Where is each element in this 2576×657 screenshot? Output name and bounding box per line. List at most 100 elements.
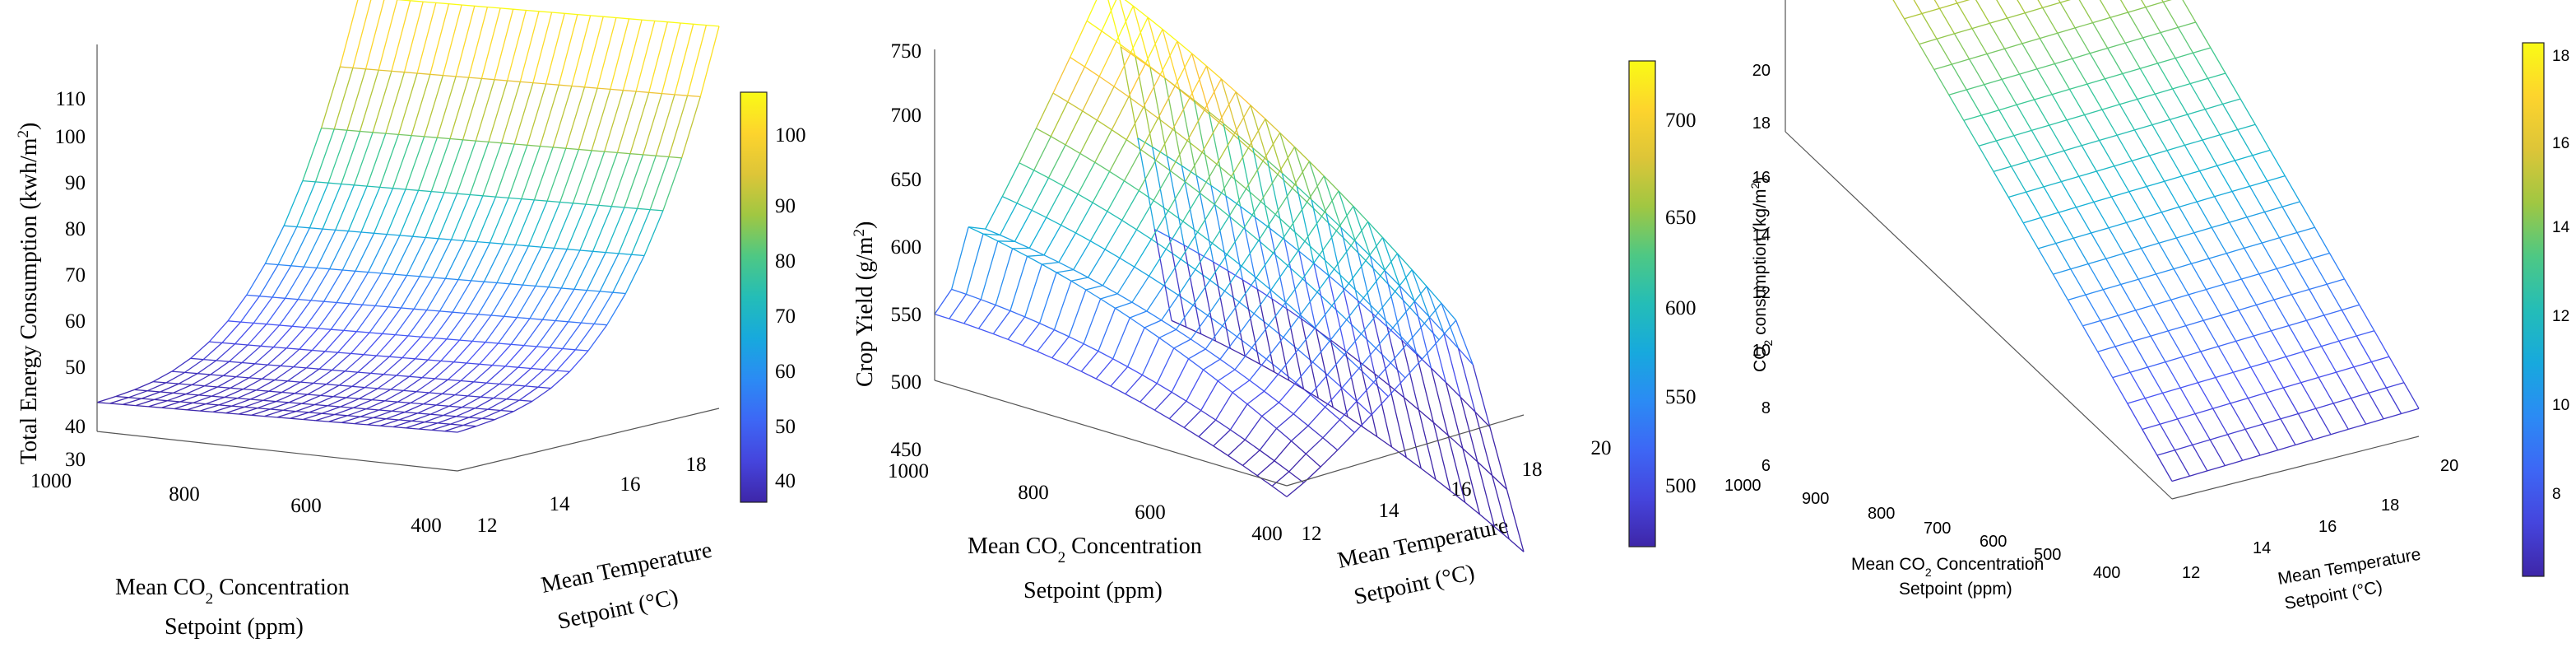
surface-mesh-segment bbox=[335, 229, 349, 232]
surface-mesh-segment bbox=[2314, 226, 2331, 254]
surface-mesh-segment bbox=[2011, 161, 2030, 167]
surface-mesh-segment bbox=[1320, 190, 1339, 217]
surface-mesh-segment bbox=[1126, 107, 1144, 141]
surface-mesh-segment bbox=[394, 308, 415, 335]
surface-mesh-segment bbox=[2207, 464, 2226, 472]
surface-mesh-segment bbox=[1374, 373, 1390, 386]
surface-mesh-segment bbox=[246, 263, 266, 296]
surface-mesh-segment bbox=[2313, 434, 2332, 440]
surface-mesh-segment bbox=[2093, 202, 2110, 229]
surface-mesh-segment bbox=[225, 412, 239, 415]
surface-mesh-segment bbox=[329, 268, 343, 271]
surface-mesh-segment bbox=[629, 153, 643, 156]
surface-mesh-segment bbox=[2283, 382, 2301, 389]
surface-mesh-segment bbox=[567, 249, 580, 251]
surface-mesh-segment bbox=[1051, 336, 1070, 359]
surface-mesh-segment bbox=[1222, 325, 1237, 338]
surface-mesh-segment bbox=[2267, 180, 2283, 207]
surface-mesh-segment bbox=[345, 370, 358, 373]
surface-mesh-segment bbox=[424, 414, 444, 423]
surface-mesh-segment bbox=[547, 200, 560, 203]
surface-mesh-segment bbox=[1036, 128, 1051, 137]
surface-mesh-segment bbox=[340, 398, 360, 408]
surface-mesh-segment bbox=[578, 87, 598, 150]
surface-mesh-segment bbox=[134, 381, 154, 390]
surface-mesh-segment bbox=[2166, 150, 2183, 177]
surface-mesh-segment bbox=[141, 391, 160, 399]
surface-mesh-segment bbox=[1472, 364, 1491, 427]
surface-mesh-segment bbox=[1031, 209, 1047, 218]
surface-mesh-segment bbox=[1399, 285, 1415, 302]
surface-mesh-segment bbox=[1189, 97, 1205, 111]
surface-mesh-segment bbox=[427, 338, 448, 361]
surface-mesh-segment bbox=[337, 331, 357, 353]
surface-mesh-segment bbox=[386, 189, 406, 235]
surface-mesh-segment bbox=[301, 394, 321, 404]
surface-mesh-segment bbox=[1346, 297, 1364, 320]
surface-mesh-segment bbox=[503, 243, 516, 246]
surface-mesh-segment bbox=[443, 414, 457, 417]
surface-mesh-segment bbox=[1401, 340, 1420, 411]
surface-mesh-segment bbox=[2160, 418, 2178, 425]
surface-mesh-segment bbox=[1426, 286, 1442, 304]
surface-mesh-segment bbox=[1192, 279, 1211, 306]
surface-mesh-segment bbox=[1346, 319, 1362, 334]
surface-mesh-segment bbox=[2175, 444, 2193, 451]
z-tick-label: 110 bbox=[55, 88, 86, 110]
surface-mesh-segment bbox=[680, 96, 701, 158]
surface-mesh-segment bbox=[2045, 156, 2062, 182]
surface-mesh-segment bbox=[1271, 471, 1290, 487]
surface-mesh-segment bbox=[2031, 130, 2047, 156]
surface-mesh-segment bbox=[2116, 134, 2133, 161]
surface-mesh-segment bbox=[1311, 340, 1330, 363]
surface-mesh-segment bbox=[293, 350, 313, 368]
surface-mesh-segment bbox=[2054, 63, 2071, 90]
colorbar-tick-label: 18 bbox=[2552, 48, 2569, 65]
surface-mesh-segment bbox=[643, 210, 664, 256]
surface-mesh-segment bbox=[1422, 339, 1440, 360]
surface-mesh-segment bbox=[1278, 382, 1297, 403]
surface-mesh-segment bbox=[423, 403, 437, 406]
surface-mesh-segment bbox=[600, 291, 613, 293]
surface-mesh-segment bbox=[192, 384, 205, 387]
surface-mesh-segment bbox=[248, 344, 261, 347]
surface-mesh-segment bbox=[1953, 33, 1970, 60]
surface-mesh-segment bbox=[350, 332, 370, 354]
surface-mesh-segment bbox=[2116, 129, 2135, 136]
surface-mesh-segment bbox=[2202, 319, 2219, 347]
surface-mesh-segment bbox=[2122, 68, 2141, 75]
surface-mesh-segment bbox=[1119, 257, 1135, 268]
surface-mesh-segment bbox=[454, 381, 475, 396]
surface-mesh-segment bbox=[1186, 369, 1204, 402]
surface-mesh-segment bbox=[1218, 122, 1234, 136]
surface-mesh-segment bbox=[244, 399, 264, 408]
surface-mesh-segment bbox=[1211, 216, 1230, 244]
surface-mesh-segment bbox=[418, 422, 438, 430]
surface-mesh-segment bbox=[1952, 58, 1970, 65]
surface-mesh-segment bbox=[560, 249, 581, 289]
surface-mesh-segment bbox=[1178, 89, 1197, 176]
surface-mesh-segment bbox=[288, 394, 309, 403]
surface-mesh-segment bbox=[1182, 193, 1200, 222]
surface-mesh-segment bbox=[2216, 165, 2233, 192]
surface-mesh-segment bbox=[318, 328, 332, 330]
surface-mesh-segment bbox=[1256, 289, 1275, 373]
surface-mesh-segment bbox=[2158, 237, 2177, 244]
surface-mesh-segment bbox=[323, 301, 337, 304]
surface-mesh-segment bbox=[1237, 313, 1255, 338]
surface-mesh-segment bbox=[1092, 170, 1111, 203]
surface-mesh-segment bbox=[2086, 78, 2105, 85]
surface-mesh-segment bbox=[1341, 367, 1360, 389]
surface-mesh-segment bbox=[283, 409, 296, 412]
surface-mesh-segment bbox=[429, 405, 450, 415]
surface-mesh-segment bbox=[506, 398, 520, 401]
surface-mesh-segment bbox=[2342, 304, 2360, 311]
surface-mesh-segment bbox=[1356, 400, 1372, 416]
surface-mesh-segment bbox=[465, 312, 479, 315]
surface-mesh-segment bbox=[406, 427, 420, 430]
surface-mesh-segment bbox=[247, 324, 267, 346]
surface-mesh-segment bbox=[1276, 413, 1294, 429]
surface-mesh-segment bbox=[1183, 245, 1200, 254]
surface-mesh-segment bbox=[329, 231, 349, 269]
surface-mesh-segment bbox=[1170, 140, 1188, 171]
